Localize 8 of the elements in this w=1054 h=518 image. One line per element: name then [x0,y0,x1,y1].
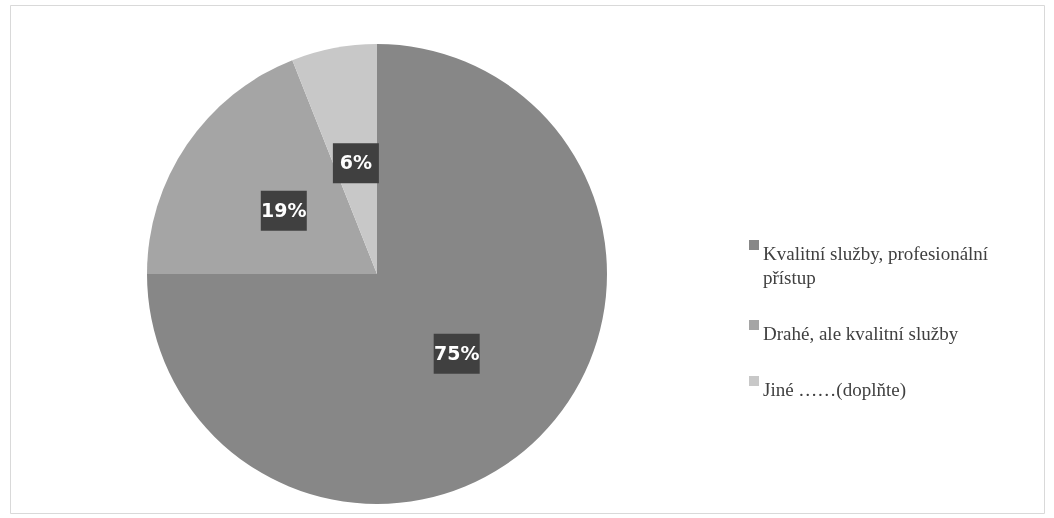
legend-label: Kvalitní služby, profesionální přístup [763,243,989,288]
legend-label: Drahé, ale kvalitní služby [763,323,959,344]
pie-slice [147,44,607,504]
data-label: 6% [339,151,373,174]
data-label: 75% [433,341,480,364]
legend-label: Jiné ……(doplňte) [763,379,907,401]
pie-slice [147,60,377,274]
data-label: 19% [261,198,307,221]
